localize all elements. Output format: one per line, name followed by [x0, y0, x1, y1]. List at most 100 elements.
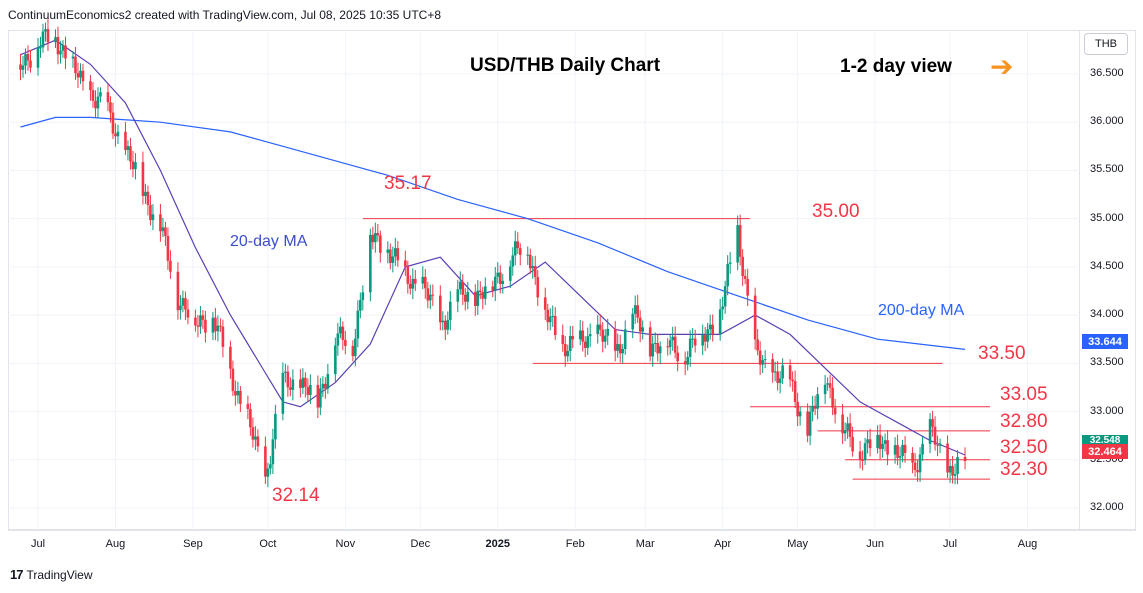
- candle-body: [214, 317, 217, 332]
- candle-body: [478, 290, 482, 293]
- candle-body: [404, 260, 407, 267]
- candle-body: [893, 445, 897, 455]
- candle-body: [144, 191, 147, 197]
- candle-body: [71, 56, 75, 59]
- candle-body: [134, 162, 137, 170]
- candle-body: [371, 234, 375, 243]
- candle-body: [808, 411, 812, 436]
- candle-body: [374, 233, 377, 243]
- candle-body: [126, 146, 130, 150]
- x-tick-label: Jun: [866, 538, 884, 550]
- level-label-3250: 32.50: [1000, 437, 1048, 458]
- candle-body: [693, 338, 697, 346]
- candle-body: [683, 361, 687, 365]
- candle-body: [903, 444, 907, 453]
- candle-body: [553, 316, 557, 336]
- ma20-line: [20, 39, 966, 456]
- candle-body: [561, 335, 565, 344]
- candle-body: [299, 379, 302, 388]
- candle-body: [41, 31, 45, 48]
- candle-body: [601, 329, 605, 342]
- level-label-low: 32.14: [272, 485, 320, 506]
- candle-body: [578, 330, 582, 340]
- x-tick-label: May: [787, 538, 809, 550]
- candle-body: [868, 439, 872, 449]
- candle-body: [211, 317, 215, 333]
- candle-body: [194, 317, 197, 326]
- candle-body: [184, 298, 187, 310]
- candle-body: [798, 411, 802, 417]
- chart-title: USD/THB Daily Chart: [470, 55, 661, 76]
- y-tick-label: 34.000: [1090, 308, 1124, 321]
- candle-body: [106, 92, 110, 103]
- candle-body: [379, 235, 382, 253]
- y-tick-label: 32.000: [1090, 501, 1124, 513]
- candle-body: [229, 346, 232, 369]
- candle-body: [36, 47, 40, 68]
- candle-body: [426, 288, 430, 301]
- candle-body: [304, 377, 307, 387]
- candle-body: [344, 339, 347, 346]
- candle-body: [181, 298, 185, 306]
- candle-body: [79, 70, 82, 78]
- candle-body: [166, 235, 170, 261]
- candle-body: [176, 271, 180, 311]
- candle-body: [179, 305, 182, 311]
- candle-body: [726, 263, 729, 287]
- candle-body: [94, 100, 97, 109]
- candle-body: [24, 54, 27, 66]
- candle-body: [424, 276, 427, 289]
- candle-body: [516, 241, 520, 249]
- y-tick-label: 36.500: [1090, 67, 1124, 79]
- candle-body: [96, 96, 100, 109]
- candle-body: [531, 266, 535, 269]
- level-label-35: 35.00: [812, 201, 860, 222]
- candle-body: [498, 272, 502, 284]
- price-axis[interactable]: [1080, 30, 1136, 530]
- currency-selector[interactable]: THB: [1084, 33, 1128, 55]
- level-label-3280: 32.80: [1000, 411, 1048, 432]
- candle-body: [866, 439, 869, 444]
- candle-body: [746, 278, 749, 296]
- x-tick-label: 2025: [485, 538, 511, 550]
- candle-body: [411, 278, 415, 289]
- candle-body: [931, 419, 934, 427]
- candle-body: [711, 324, 714, 335]
- candle-body: [533, 266, 537, 278]
- tradingview-logo[interactable]: 17 TradingView: [10, 567, 93, 582]
- candle-body: [666, 346, 669, 348]
- candle-body: [656, 343, 659, 354]
- candle-body: [806, 411, 809, 436]
- chart-area[interactable]: [8, 30, 1080, 530]
- candle-body: [324, 383, 327, 389]
- candle-body: [518, 248, 522, 255]
- candle-body: [391, 256, 395, 263]
- candle-body: [306, 386, 310, 395]
- candle-body: [456, 289, 460, 302]
- candle-body: [658, 346, 662, 354]
- candle-body: [301, 377, 305, 388]
- candle-body: [896, 445, 899, 458]
- candle-body: [319, 388, 322, 408]
- last-price-badge: 32.464: [1082, 444, 1128, 459]
- level-label-3230: 32.30: [1000, 459, 1048, 480]
- candle-body: [74, 56, 77, 74]
- candle-body: [623, 329, 627, 349]
- time-axis[interactable]: [8, 530, 1136, 556]
- tradingview-mark-icon: 17: [10, 567, 24, 582]
- candle-body: [274, 413, 277, 440]
- candle-body: [309, 384, 312, 395]
- candle-body: [316, 384, 320, 408]
- candle-body: [536, 277, 540, 298]
- candle-body: [334, 345, 337, 375]
- candle-body: [763, 359, 767, 361]
- chart-header-text: ContinuumEconomics2 created with Trading…: [8, 8, 442, 22]
- candle-body: [409, 283, 412, 289]
- candle-body: [481, 292, 485, 299]
- candle-body: [718, 309, 722, 335]
- candle-body: [26, 54, 30, 61]
- candle-body: [511, 255, 515, 267]
- candle-body: [951, 465, 954, 476]
- candle-body: [936, 444, 939, 446]
